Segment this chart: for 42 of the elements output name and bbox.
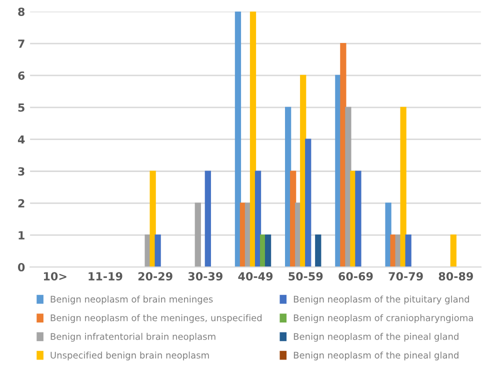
y-tick-label: 3 (18, 167, 24, 176)
x-tick-label: 30-39 (188, 272, 222, 280)
bar (385, 202, 392, 268)
bar (154, 234, 161, 268)
bar (204, 170, 211, 268)
y-tick-label: 4 (18, 135, 25, 144)
bar (234, 12, 242, 268)
legend-label: Benign neoplasm of the pineal gland (294, 332, 458, 342)
bar (264, 234, 272, 268)
legend-label: Benign neoplasm of the pituitary gland (294, 296, 469, 304)
bar (450, 234, 456, 268)
bar (305, 138, 312, 268)
bar (345, 106, 352, 268)
x-tick-label: 80-89 (438, 272, 473, 280)
x-tick-label: 11-19 (88, 272, 122, 280)
legend-label: Benign neoplasm of the meninges, unspecified (50, 314, 262, 323)
x-tick-label: 10> (44, 272, 66, 280)
x-tick-label: 70-79 (388, 272, 423, 280)
bar (250, 12, 256, 268)
legend-label: Unspecified benign brain neoplasm (50, 352, 209, 360)
bar (315, 234, 322, 268)
legend-label: Benign neoplasm of craniopharyngioma (294, 314, 473, 323)
legend-label: Benign neoplasm of brain meninges (50, 296, 213, 304)
x-tick-label: 20-29 (138, 272, 172, 280)
x-tick-label: 40-49 (238, 272, 273, 280)
y-tick-label: 2 (18, 199, 24, 208)
y-tick-label: 0 (18, 263, 25, 272)
y-tick-label: 8 (18, 8, 25, 16)
y-tick-label: 1 (18, 231, 24, 240)
legend-label: Benign infratentorial brain neoplasm (50, 332, 216, 342)
x-tick-label: 60-69 (338, 272, 373, 280)
bar (400, 106, 406, 268)
bar (150, 170, 156, 268)
bar (254, 170, 262, 268)
y-tick-label: 6 (18, 71, 25, 80)
y-tick-label: 7 (18, 40, 24, 48)
y-tick-label: 5 (18, 104, 24, 112)
x-tick-label: 50-59 (288, 272, 323, 280)
bar (194, 202, 201, 268)
bar (405, 234, 412, 268)
legend-label: Benign neoplasm of the pineal gland (294, 352, 458, 360)
bar (355, 170, 362, 268)
